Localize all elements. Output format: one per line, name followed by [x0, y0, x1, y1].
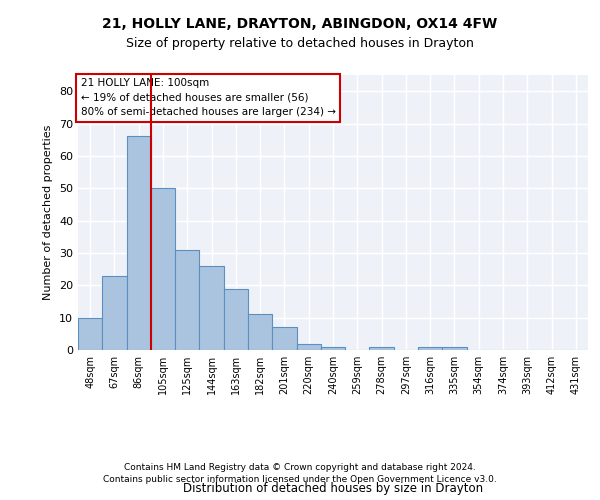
Text: Contains HM Land Registry data © Crown copyright and database right 2024.: Contains HM Land Registry data © Crown c…	[124, 464, 476, 472]
Bar	[102, 276, 127, 350]
Text: Contains public sector information licensed under the Open Government Licence v3: Contains public sector information licen…	[103, 474, 497, 484]
Bar	[296, 344, 321, 350]
Bar	[442, 347, 467, 350]
Text: Size of property relative to detached houses in Drayton: Size of property relative to detached ho…	[126, 38, 474, 51]
Bar	[370, 347, 394, 350]
Text: 21 HOLLY LANE: 100sqm
← 19% of detached houses are smaller (56)
80% of semi-deta: 21 HOLLY LANE: 100sqm ← 19% of detached …	[80, 78, 335, 118]
Bar	[127, 136, 151, 350]
Text: 21, HOLLY LANE, DRAYTON, ABINGDON, OX14 4FW: 21, HOLLY LANE, DRAYTON, ABINGDON, OX14 …	[103, 18, 497, 32]
Bar	[199, 266, 224, 350]
Bar	[321, 347, 345, 350]
Text: Distribution of detached houses by size in Drayton: Distribution of detached houses by size …	[183, 482, 483, 495]
Bar	[151, 188, 175, 350]
Bar	[175, 250, 199, 350]
Bar	[78, 318, 102, 350]
Bar	[224, 288, 248, 350]
Bar	[272, 328, 296, 350]
Y-axis label: Number of detached properties: Number of detached properties	[43, 125, 53, 300]
Bar	[248, 314, 272, 350]
Bar	[418, 347, 442, 350]
